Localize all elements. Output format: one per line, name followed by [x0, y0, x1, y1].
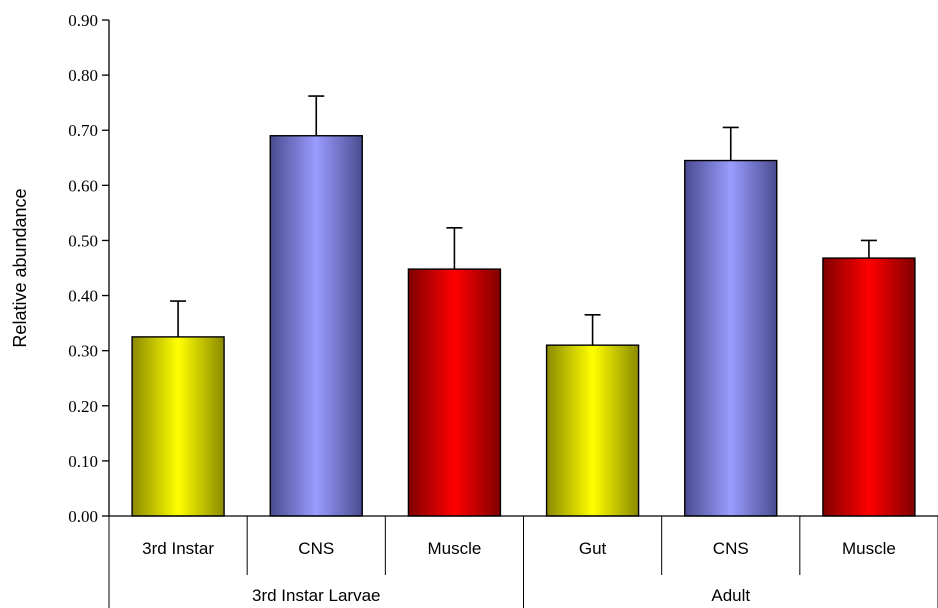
bar: [684, 159, 778, 517]
x-tick-label: 3rd Instar: [142, 539, 214, 558]
bar: [822, 257, 916, 517]
x-tick-label: CNS: [713, 539, 749, 558]
y-axis-label: Relative abundance: [10, 188, 30, 347]
y-axis: 0.00 0.10 0.20 0.30 0.40 0.50 0.60 0.70 0.80 0.90: [68, 11, 110, 526]
x-group-label: Adult: [711, 586, 750, 605]
y-tick-label: 0.90: [68, 11, 98, 30]
x-tick-label: Gut: [579, 539, 607, 558]
bar: [407, 268, 502, 517]
bar: [269, 135, 363, 517]
x-group-label: 3rd Instar Larvae: [252, 586, 381, 605]
x-tick-label: Muscle: [427, 539, 481, 558]
y-tick-label: 0.50: [68, 231, 98, 250]
y-tick-label: 0.70: [68, 121, 98, 140]
bar: [545, 344, 640, 517]
x-tick-label: Muscle: [842, 539, 896, 558]
y-tick-label: 0.30: [68, 342, 98, 361]
y-tick-label: 0.10: [68, 452, 98, 471]
y-tick-label: 0.00: [68, 507, 98, 526]
y-tick-label: 0.20: [68, 397, 98, 416]
bars: [131, 95, 916, 517]
y-tick-label: 0.80: [68, 66, 98, 85]
x-axis: 3rd Instar CNS Muscle Gut CNS Muscle 3rd Insta…: [108, 515, 938, 608]
y-tick-label: 0.40: [68, 287, 98, 306]
y-tick-label: 0.60: [68, 176, 98, 195]
bar: [131, 336, 225, 517]
x-tick-label: CNS: [298, 539, 334, 558]
